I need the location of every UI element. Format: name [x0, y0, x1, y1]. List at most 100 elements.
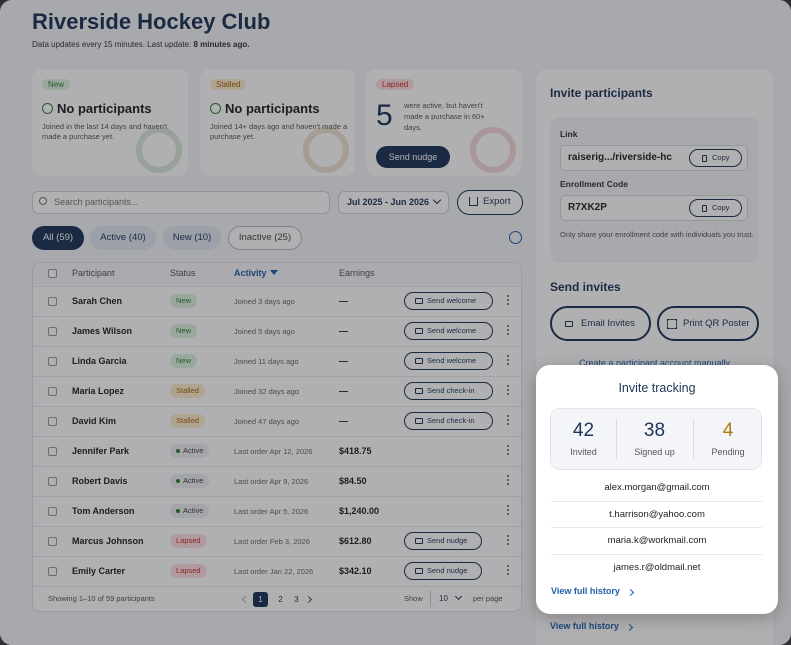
- qr-button[interactable]: Print QR Poster: [657, 306, 759, 341]
- row-action-text: Send check-in: [427, 416, 475, 425]
- per-page-label: per page: [473, 594, 503, 603]
- filter-tab[interactable]: Inactive (25): [228, 226, 302, 250]
- row-menu[interactable]: [505, 445, 511, 457]
- row-menu[interactable]: [505, 415, 511, 427]
- checkbox[interactable]: [48, 447, 57, 456]
- participant-name: Maria Lopez: [72, 386, 125, 396]
- status-dot: [176, 449, 180, 453]
- row-menu[interactable]: [505, 355, 511, 367]
- filter-tab[interactable]: New (10): [163, 226, 221, 250]
- row-action-button[interactable]: Send welcome: [404, 292, 493, 310]
- row-menu[interactable]: [505, 325, 511, 337]
- copy-button[interactable]: Copy: [689, 149, 742, 167]
- checkbox[interactable]: [48, 387, 57, 396]
- stat-label: Pending: [711, 447, 745, 457]
- envelope-icon: [565, 321, 573, 327]
- page-size-select[interactable]: 10: [430, 591, 466, 607]
- participant-name: Tom Anderson: [72, 506, 135, 516]
- row-menu[interactable]: [505, 385, 511, 397]
- activity: Last order Apr 9, 2026: [234, 477, 309, 486]
- code-label: Enrollment Code: [560, 179, 629, 189]
- row-action-button[interactable]: Send check-in: [404, 382, 493, 400]
- checkbox[interactable]: [48, 537, 57, 546]
- row-action-text: Send nudge: [427, 536, 468, 545]
- activity: Last order Feb 3, 2026: [234, 537, 310, 546]
- invited-email: james.r@oldmail.net: [613, 562, 701, 574]
- status-badge: New: [42, 79, 71, 90]
- earnings: —: [339, 356, 348, 366]
- subtitle-text: Data updates every 15 minutes. Last upda…: [32, 40, 194, 49]
- code-note: Only share your enrollment code with ind…: [560, 230, 754, 239]
- page-button[interactable]: 1: [253, 592, 268, 607]
- filter-tab[interactable]: Active (40): [90, 226, 156, 250]
- show-label: Show: [404, 594, 423, 603]
- panel-title: Invite participants: [550, 86, 653, 100]
- card-title: No participants: [57, 101, 152, 116]
- menu-dot: [507, 483, 509, 485]
- column-header[interactable]: Activity: [234, 268, 267, 278]
- link-field: raiserig.../riverside-hc Copy: [560, 145, 748, 171]
- copy-text: Copy: [712, 203, 730, 212]
- row-action-button[interactable]: Send check-in: [404, 412, 493, 430]
- info-icon: [509, 231, 522, 244]
- date-range-button[interactable]: Jul 2025 - Jun 2026: [338, 191, 449, 214]
- row-action-button[interactable]: Send nudge: [404, 532, 482, 550]
- menu-dot: [507, 329, 509, 331]
- row-menu[interactable]: [505, 535, 511, 547]
- row-action-text: Send check-in: [427, 386, 475, 395]
- checkbox[interactable]: [48, 357, 57, 366]
- status-card: Stalled No participants Joined 14+ days ag…: [200, 69, 355, 176]
- email-button[interactable]: Email Invites: [550, 306, 651, 341]
- checkbox[interactable]: [48, 567, 57, 576]
- row-action-button[interactable]: Send welcome: [404, 322, 493, 340]
- card-description: were active, but haven't made a purchase…: [404, 101, 485, 132]
- page-button[interactable]: 3: [294, 595, 299, 604]
- checkbox[interactable]: [48, 327, 57, 336]
- checkbox[interactable]: [48, 507, 57, 516]
- send-nudge-button[interactable]: Send nudge: [376, 146, 450, 168]
- page-button[interactable]: 2: [278, 595, 283, 604]
- earnings: —: [339, 326, 348, 336]
- status-badge: New: [170, 294, 198, 308]
- create-account-link[interactable]: Create a participant account manually: [578, 358, 731, 368]
- menu-dot: [507, 423, 509, 425]
- participant-name: Jennifer Park: [72, 446, 130, 456]
- filter-tab[interactable]: All (59): [32, 226, 84, 250]
- page-subtitle: Data updates every 15 minutes. Last upda…: [32, 40, 249, 49]
- decor-icon: [136, 127, 182, 173]
- participant-name: James Wilson: [72, 326, 132, 336]
- checkbox[interactable]: [48, 297, 57, 306]
- search-box[interactable]: Search participants...: [32, 191, 330, 214]
- row-menu[interactable]: [505, 565, 511, 577]
- stat-value: 42: [572, 420, 595, 441]
- export-button[interactable]: Export: [457, 190, 523, 215]
- row-menu[interactable]: [505, 475, 511, 487]
- earnings: —: [339, 386, 348, 396]
- arrow-icon: [626, 588, 635, 597]
- menu-dot: [507, 419, 509, 421]
- earnings: —: [339, 416, 348, 426]
- sort-arrow: [270, 270, 278, 275]
- send-invites-title: Send invites: [550, 280, 621, 294]
- history-link[interactable]: View full history: [551, 586, 620, 596]
- link-value: raiserig.../riverside-hc: [568, 152, 672, 163]
- status-badge: Stalled: [170, 414, 205, 428]
- row-action-button[interactable]: Send nudge: [404, 562, 482, 580]
- row-menu[interactable]: [505, 295, 511, 307]
- envelope-icon: [415, 388, 423, 394]
- history-link[interactable]: View full history: [550, 621, 619, 631]
- menu-dot: [507, 359, 509, 361]
- envelope-icon: [415, 358, 423, 364]
- checkbox[interactable]: [48, 477, 57, 486]
- row-action-button[interactable]: Send welcome: [404, 352, 493, 370]
- status-card: New No participants Joined in the last 14 …: [32, 69, 188, 176]
- checkbox[interactable]: [48, 417, 57, 426]
- status-badge: Active: [170, 474, 210, 488]
- row-menu[interactable]: [505, 505, 511, 517]
- participant-name: David Kim: [72, 416, 117, 426]
- earnings: —: [339, 296, 348, 306]
- qr-text: Print QR Poster: [683, 318, 750, 329]
- copy-button[interactable]: Copy: [689, 199, 742, 217]
- stat-label: Invited: [570, 447, 597, 457]
